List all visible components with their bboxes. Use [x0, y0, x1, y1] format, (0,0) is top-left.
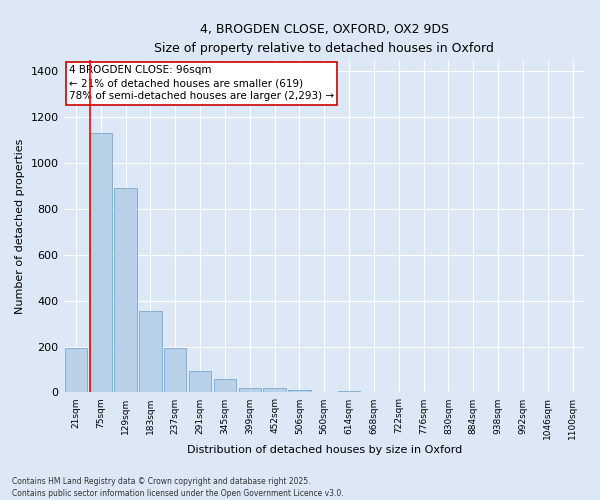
- Bar: [65, 348, 87, 393]
- X-axis label: Distribution of detached houses by size in Oxford: Distribution of detached houses by size …: [187, 445, 462, 455]
- Title: 4, BROGDEN CLOSE, OXFORD, OX2 9DS
Size of property relative to detached houses i: 4, BROGDEN CLOSE, OXFORD, OX2 9DS Size o…: [154, 22, 494, 54]
- Bar: [288, 390, 311, 392]
- Bar: [214, 378, 236, 392]
- Bar: [115, 188, 137, 392]
- Bar: [89, 134, 112, 392]
- Bar: [263, 388, 286, 392]
- Bar: [164, 348, 187, 393]
- Text: 4 BROGDEN CLOSE: 96sqm
← 21% of detached houses are smaller (619)
78% of semi-de: 4 BROGDEN CLOSE: 96sqm ← 21% of detached…: [69, 65, 334, 102]
- Text: Contains HM Land Registry data © Crown copyright and database right 2025.
Contai: Contains HM Land Registry data © Crown c…: [12, 476, 344, 498]
- Bar: [239, 388, 261, 392]
- Bar: [189, 370, 211, 392]
- Y-axis label: Number of detached properties: Number of detached properties: [15, 138, 25, 314]
- Bar: [139, 311, 161, 392]
